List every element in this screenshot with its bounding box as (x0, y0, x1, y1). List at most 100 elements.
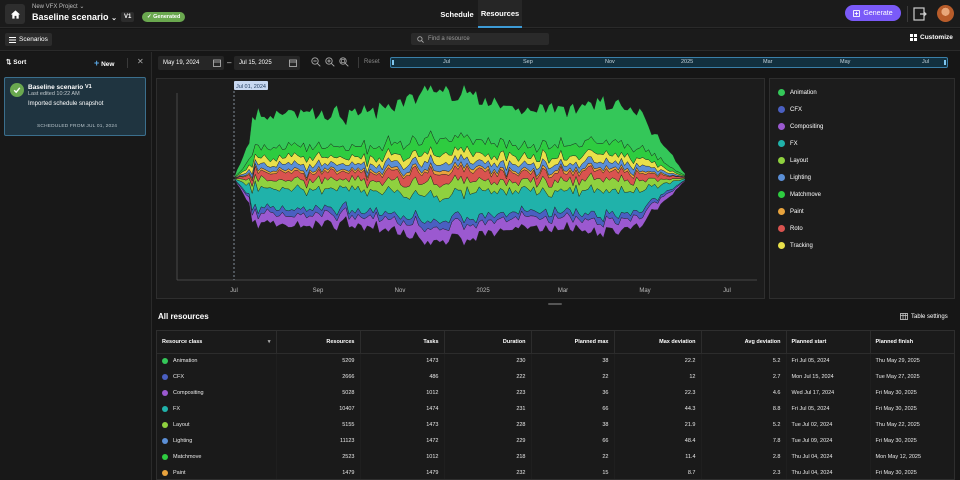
table-cell-planned-max: 66 (531, 433, 615, 449)
class-color-dot (162, 358, 168, 365)
table-cell-duration: 232 (444, 465, 532, 479)
start-date-input[interactable]: May 19, 2024 (158, 56, 224, 70)
table-row[interactable]: FX 10407 1474 231 66 44.3 8.8 Fri Jul 05, 2024 F… (157, 401, 954, 417)
legend-item[interactable]: Lighting (778, 174, 811, 181)
legend-item[interactable]: Animation (778, 89, 817, 96)
table-cell-duration: 231 (444, 401, 532, 417)
column-header[interactable]: Planned max (531, 331, 615, 354)
table-cell-finish: Fri May 30, 2025 (870, 433, 954, 449)
home-button[interactable] (5, 4, 25, 24)
table-cell-avg-dev: 8.8 (701, 401, 787, 417)
table-cell-finish: Fri May 30, 2025 (870, 401, 954, 417)
close-icon[interactable]: ✕ (137, 57, 144, 66)
resource-class-cell: FX (157, 401, 277, 417)
table-row[interactable]: Matchmove 2523 1012 218 22 11.4 2.8 Thu Jul 04,… (157, 449, 954, 465)
legend-swatch (778, 89, 785, 96)
column-header[interactable]: Planned finish (870, 331, 954, 354)
legend-item[interactable]: Roto (778, 225, 803, 232)
table-row[interactable]: Lighting 11123 1472 229 66 48.4 7.8 Tue Jul 09,… (157, 433, 954, 449)
end-date-input[interactable]: Jul 15, 2025 (234, 56, 300, 70)
sparkle-icon (853, 9, 861, 17)
column-header[interactable]: Max deviation (614, 331, 702, 354)
overview-label: Jul (443, 59, 451, 65)
legend-label: Animation (790, 89, 817, 96)
zoom-in-icon[interactable] (325, 57, 335, 67)
table-cell-start: Thu Jul 04, 2024 (786, 449, 871, 465)
customize-button[interactable]: Customize (910, 34, 953, 41)
calendar-icon (213, 59, 221, 67)
column-header[interactable]: Duration (444, 331, 532, 354)
column-header[interactable]: Tasks (360, 331, 445, 354)
table-row[interactable]: CFX 2666 486 222 22 12 2.7 Mon Jul 15, 2024 Tue … (157, 369, 954, 385)
table-cell-avg-dev: 5.2 (701, 417, 787, 433)
table-cell-planned-max: 66 (531, 401, 615, 417)
table-row[interactable]: Compositing 5028 1012 223 36 22.3 4.6 Wed Jul 1… (157, 385, 954, 401)
table-cell-finish: Mon May 12, 2025 (870, 449, 954, 465)
streamgraph-chart[interactable]: Jul 01, 2024 Jul Sep Nov 2025 Mar May Jul (157, 79, 766, 300)
legend-item[interactable]: Paint (778, 208, 804, 215)
export-icon[interactable] (912, 6, 928, 22)
legend-swatch (778, 242, 785, 249)
overview-end-handle[interactable] (944, 60, 946, 65)
legend-label: Compositing (790, 123, 824, 130)
scenario-selector[interactable]: Baseline scenario ⌄ (32, 12, 117, 22)
column-header[interactable]: Resources (276, 331, 361, 354)
legend-item[interactable]: Compositing (778, 123, 823, 130)
column-header[interactable]: Planned start (786, 331, 871, 354)
timeline-overview[interactable]: Jul Sep Nov 2025 Mar May Jul (390, 57, 948, 68)
table-cell-tasks: 1473 (360, 353, 445, 369)
class-name: Lighting (173, 438, 193, 444)
stream-layer-animation[interactable] (233, 83, 686, 179)
search-input[interactable]: Find a resource (411, 33, 549, 45)
zoom-out-icon[interactable] (311, 57, 321, 67)
scenarios-button[interactable]: Scenarios (5, 33, 52, 46)
legend-item[interactable]: Tracking (778, 242, 813, 249)
tab-schedule[interactable]: Schedule (436, 0, 478, 28)
divider (358, 57, 359, 68)
table-row[interactable]: Animation 5209 1473 230 38 22.2 5.2 Fri Jul 05,… (157, 353, 954, 369)
section-title: All resources (158, 312, 209, 321)
status-badge-label: Generated (153, 14, 181, 20)
legend-item[interactable]: Matchmove (778, 191, 821, 198)
legend-item[interactable]: Layout (778, 157, 808, 164)
class-name: Animation (173, 358, 198, 365)
legend-item[interactable]: CFX (778, 106, 802, 113)
table-cell-resources: 1479 (276, 465, 361, 479)
class-color-dot (162, 470, 168, 476)
new-label: New (101, 61, 115, 68)
sort-icon: ⇅ (6, 59, 12, 66)
sort-button[interactable]: ⇅ Sort (6, 58, 26, 66)
table-row[interactable]: Paint 1479 1479 232 15 8.7 2.3 Thu Jul 04, 2024… (157, 465, 954, 479)
table-row[interactable]: Layout 5155 1473 228 38 21.9 5.2 Tue Jul 02, 20… (157, 417, 954, 433)
table-cell-start: Fri Jul 05, 2024 (786, 401, 871, 417)
x-tick-label: Mar (558, 288, 568, 294)
reset-button[interactable]: Reset (364, 59, 380, 65)
class-name: CFX (173, 374, 184, 380)
table-settings-button[interactable]: Table settings (900, 313, 948, 320)
scenario-card[interactable]: Baseline scenario V1 Last edited 10:22 A… (4, 77, 146, 136)
legend-swatch (778, 123, 785, 130)
x-tick-label: Nov (395, 288, 406, 294)
generate-button[interactable]: Generate (845, 5, 901, 21)
legend-label: Layout (790, 157, 809, 164)
column-header[interactable]: Resource class ▾ (157, 331, 277, 354)
resize-handle[interactable] (548, 303, 562, 305)
tab-resources[interactable]: Resources (478, 0, 522, 28)
overview-start-handle[interactable] (392, 60, 394, 65)
table-cell-planned-max: 38 (531, 353, 615, 369)
card-edited: Last edited 10:22 AM (28, 91, 80, 97)
new-scenario-button[interactable]: + New (94, 58, 114, 68)
avatar[interactable] (937, 5, 954, 22)
resource-chart-panel: Jul 01, 2024 Jul Sep Nov 2025 Mar May Jul (156, 78, 765, 299)
project-selector[interactable]: New VFX Project ⌄ (32, 3, 84, 10)
zoom-fit-icon[interactable] (339, 57, 349, 67)
card-scheduled-from: SCHEDULED FROM JUL 01, 2024 (37, 124, 118, 129)
column-header[interactable]: Avg deviation (701, 331, 787, 354)
table-cell-avg-dev: 2.8 (701, 449, 787, 465)
legend-item[interactable]: FX (778, 140, 798, 147)
calendar-icon (289, 59, 297, 67)
sort-caret-icon: ▾ (267, 338, 271, 345)
generate-label: Generate (863, 9, 893, 17)
legend-swatch (778, 225, 785, 232)
table-cell-duration: 229 (444, 433, 532, 449)
